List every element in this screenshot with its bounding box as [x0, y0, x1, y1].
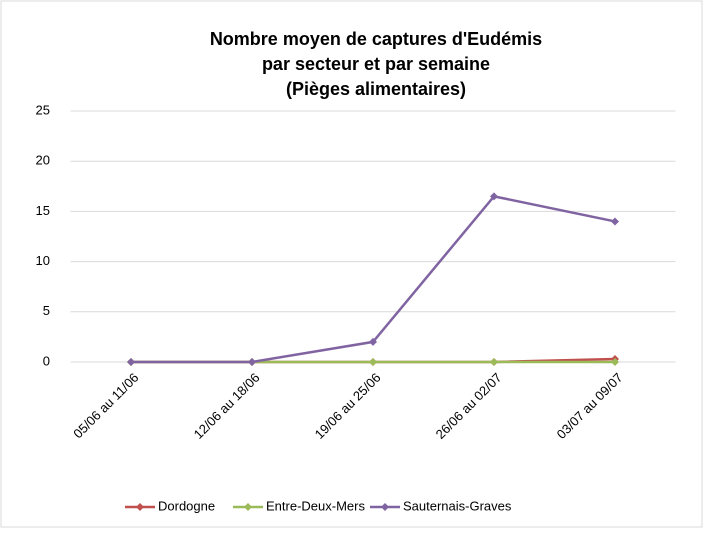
marker — [369, 337, 377, 346]
chart-title: Nombre moyen de captures d'Eudémis — [210, 29, 542, 49]
legend-marker — [244, 503, 252, 511]
legend-label: Entre-Deux-Mers — [266, 498, 365, 513]
legend-marker — [136, 503, 144, 511]
marker — [490, 358, 498, 366]
chart-title: (Pièges alimentaires) — [286, 79, 466, 99]
y-tick-label: 20 — [36, 153, 50, 168]
legend-label: Dordogne — [158, 498, 215, 513]
marker — [490, 192, 498, 201]
chart-title: par secteur et par semaine — [262, 54, 490, 74]
marker — [127, 358, 135, 366]
y-tick-label: 10 — [36, 253, 50, 268]
y-tick-label: 0 — [43, 353, 50, 368]
marker — [369, 358, 377, 366]
marker — [248, 358, 256, 366]
legend-marker — [381, 503, 389, 511]
y-tick-label: 15 — [36, 203, 50, 218]
marker — [611, 217, 619, 226]
legend-label: Sauternais-Graves — [403, 498, 512, 513]
y-tick-label: 25 — [36, 102, 50, 117]
marker — [611, 358, 619, 366]
y-tick-label: 5 — [43, 303, 50, 318]
